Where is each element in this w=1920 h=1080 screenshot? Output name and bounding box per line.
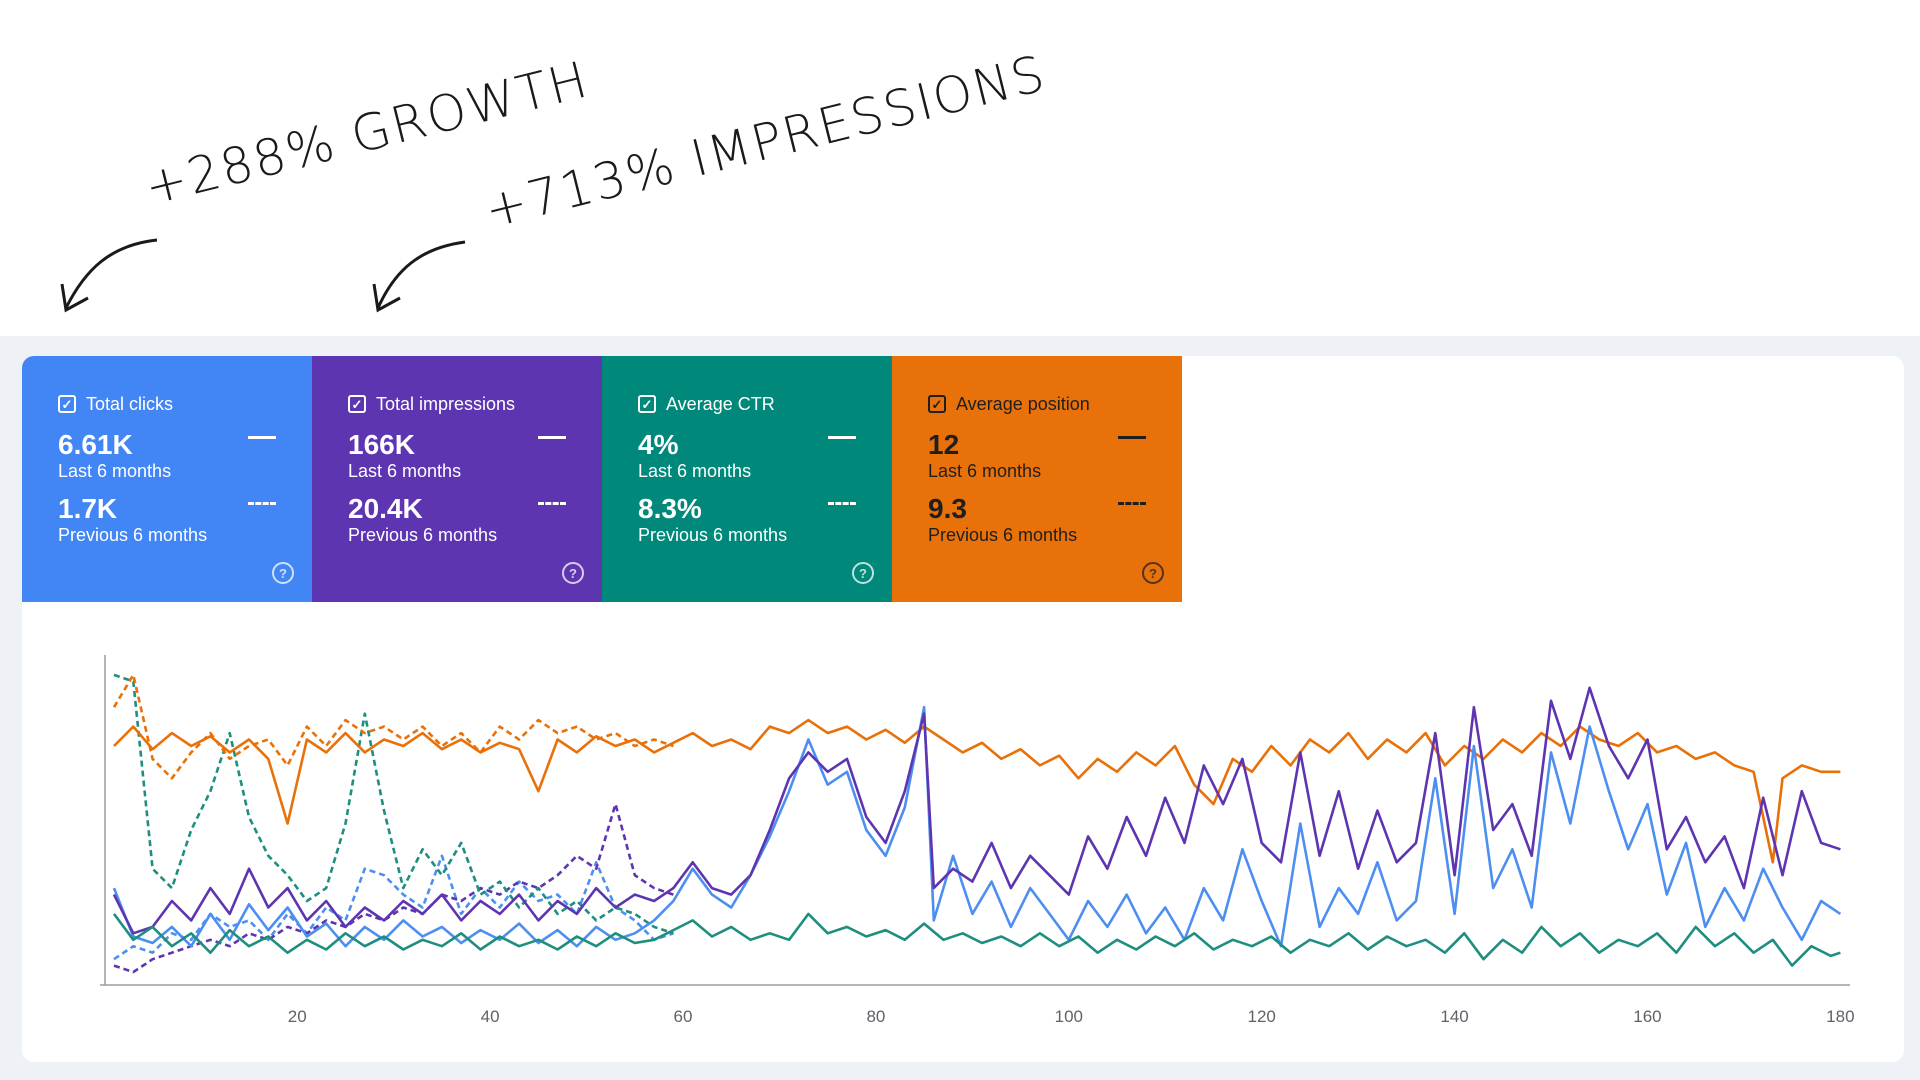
series-line-average-position-previous [112,673,674,780]
x-tick-label: 20 [288,1007,307,1026]
series-line-average-position-current [113,718,1841,864]
checkbox-checked-icon[interactable]: ✓ [58,395,76,413]
dashed-line-legend-icon [248,502,276,505]
card-label: Average CTR [666,393,775,414]
growth-arrowhead-icon [60,283,89,313]
x-tick-label: 40 [481,1007,500,1026]
card-header: ✓ Average position [928,392,1182,416]
metric-card-average-ctr[interactable]: ✓ Average CTR 4% Last 6 months 8.3% Previous … [602,356,892,602]
x-tick-label: 80 [866,1007,885,1026]
help-icon[interactable]: ? [272,562,294,584]
x-tick-label: 140 [1440,1007,1468,1026]
solid-line-legend-icon [248,436,276,439]
checkbox-checked-icon[interactable]: ✓ [638,395,656,413]
checkbox-checked-icon[interactable]: ✓ [348,395,366,413]
card-previous-label: Previous 6 months [928,525,1078,545]
impressions-arrow-icon [376,240,466,309]
solid-line-legend-icon [538,436,566,439]
metric-card-average-position[interactable]: ✓ Average position 12 Last 6 months 9.3 Previ… [892,356,1182,602]
card-label: Total clicks [86,393,174,414]
card-label: Average position [956,393,1090,414]
x-tick-label: 180 [1826,1007,1854,1026]
impressions-arrowhead-icon [372,283,401,313]
card-value: 6.61K [58,429,133,460]
card-previous-value: 20.4K [348,493,423,524]
x-tick-label: 160 [1633,1007,1661,1026]
metric-cards: ✓ Total clicks 6.61K Last 6 months 1.7K Previ… [22,356,1182,602]
card-value: 166K [348,429,415,460]
card-previous-label: Previous 6 months [58,525,208,545]
solid-line-legend-icon [1118,436,1146,439]
card-previous-label: Previous 6 months [348,525,498,545]
card-previous-value: 1.7K [58,493,118,524]
metric-card-total-clicks[interactable]: ✓ Total clicks 6.61K Last 6 months 1.7K Previ… [22,356,312,602]
solid-line-legend-icon [828,436,856,439]
card-value-label: Last 6 months [928,461,1042,481]
help-icon[interactable]: ? [562,562,584,584]
x-tick-label: 100 [1055,1007,1083,1026]
x-tick-label: 120 [1248,1007,1276,1026]
card-previous-value: 8.3% [638,493,702,524]
card-value: 4% [638,429,679,460]
card-header: ✓ Average CTR [638,392,892,416]
help-icon[interactable]: ? [852,562,874,584]
growth-arrow-icon [64,238,158,309]
performance-panel: ✓ Total clicks 6.61K Last 6 months 1.7K Previ… [22,356,1904,1062]
series-line-average-ctr-previous [113,673,674,935]
metric-card-total-impressions[interactable]: ✓ Total impressions 166K Last 6 months 20.4K… [312,356,602,602]
card-value-label: Last 6 months [348,461,462,481]
dashed-line-legend-icon [538,502,566,505]
card-label: Total impressions [376,393,516,414]
series-line-average-ctr-current [112,912,1841,967]
card-value-label: Last 6 months [638,461,752,481]
card-header: ✓ Total impressions [348,392,602,416]
series-line-total-impressions-previous [113,802,674,974]
dashed-line-legend-icon [1118,502,1146,505]
checkbox-checked-icon[interactable]: ✓ [928,395,946,413]
series-line-total-clicks-current [112,705,1842,948]
card-header: ✓ Total clicks [58,392,312,416]
card-previous-value: 9.3 [928,493,967,524]
annotations: +288% GROWTH +713% IMPRESSIONS [60,44,1052,313]
card-previous-label: Previous 6 months [638,525,788,545]
series-line-total-impressions-current [112,686,1841,935]
dashed-line-legend-icon [828,502,856,505]
card-value: 12 [928,429,960,460]
x-tick-label: 60 [674,1007,693,1026]
card-value-label: Last 6 months [58,461,172,481]
help-icon[interactable]: ? [1142,562,1164,584]
